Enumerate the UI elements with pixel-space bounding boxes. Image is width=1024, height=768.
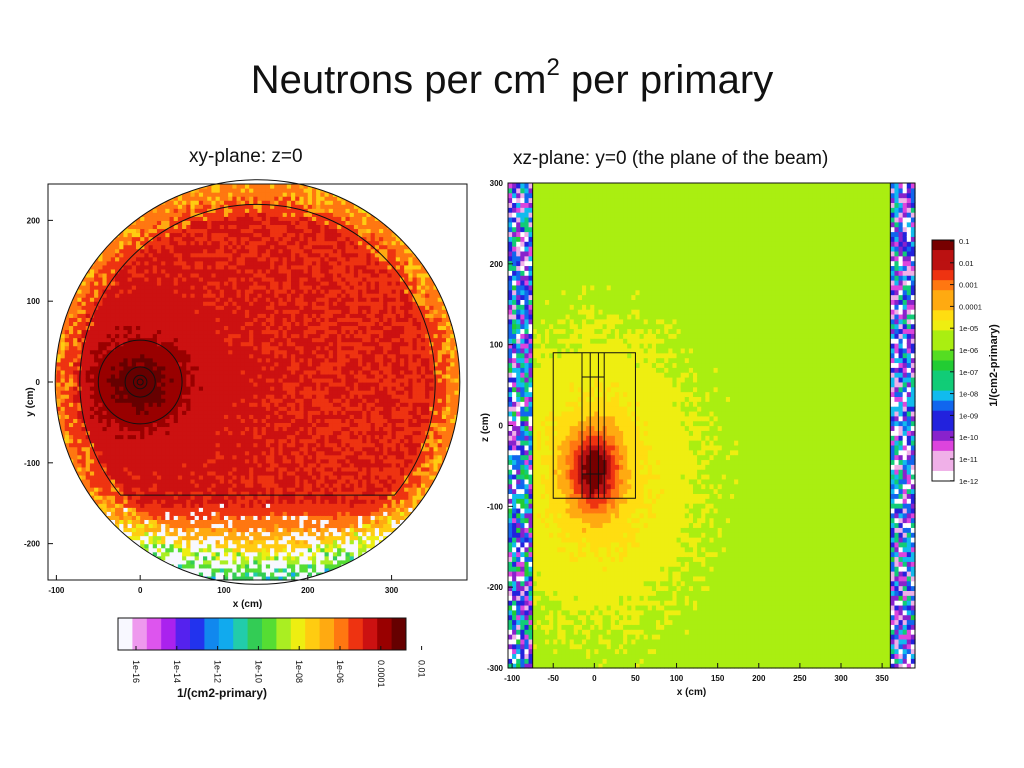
xz-colorbar-tick-label-9: 1e-10 (959, 433, 978, 442)
xz-plane-chart: -100 -50 0 50 100 150 200 250 300 350 -300 -200 -100… (480, 179, 1000, 698)
xz-colorbar-tick-label-6: 1e-07 (959, 368, 978, 377)
xz-colorbar-tick-label-8: 1e-09 (959, 411, 978, 420)
xy-colorbar-tick-label-2: 1e-12 (213, 660, 223, 683)
xz-x-tick-label-2: 0 (592, 674, 597, 683)
xz-y-tick-label-0: -300 (487, 664, 504, 673)
target-circle-2 (132, 374, 148, 390)
slide-title: Neutrons per cm2 per primary (0, 54, 1024, 103)
xz-colorbar-tick-label-7: 1e-08 (959, 390, 978, 399)
target-circle-0 (97, 339, 183, 425)
xy-y-tick-label-4: 200 (27, 216, 41, 225)
xy-colorbar-tick-label-3: 1e-10 (253, 660, 263, 683)
title-superscript: 2 (546, 54, 560, 81)
xy-x-axis-label: x (cm) (233, 599, 262, 610)
xz-colorbar-tick-label-11: 1e-12 (959, 477, 978, 486)
xy-x-tick-label-0: -100 (48, 586, 65, 595)
xy-colorbar-frame (117, 617, 407, 651)
xy-x-tick-label-4: 300 (385, 586, 399, 595)
xz-y-tick-label-4: 100 (490, 341, 504, 350)
xy-colorbar-tick-label-0: 1e-16 (131, 660, 141, 683)
xy-x-tick-label-2: 100 (217, 586, 231, 595)
xz-x-tick-label-6: 200 (752, 674, 766, 683)
xz-y-tick-label-1: -200 (487, 583, 504, 592)
beam-spot (136, 378, 144, 386)
inner-boundary (79, 203, 436, 496)
xz-y-tick-label-2: -100 (487, 502, 504, 511)
xz-x-tick-label-8: 300 (834, 674, 848, 683)
xy-colorbar-tick-label-4: 1e-08 (294, 660, 304, 683)
xz-colorbar-tick-label-1: 0.01 (959, 259, 974, 268)
xy-colorbar-tick-label-7: 0.01 (417, 660, 427, 678)
xz-y-tick-label-3: 0 (499, 422, 504, 431)
target-circle-1 (124, 366, 156, 398)
xz-colorbar (932, 240, 954, 482)
xz-x-tick-label-0: -100 (504, 674, 521, 683)
left-subtitle: xy-plane: z=0 (189, 146, 303, 167)
xy-y-tick-label-3: 100 (27, 297, 41, 306)
xz-colorbar-tick-label-10: 1e-11 (959, 455, 978, 464)
xy-y-tick-label-2: 0 (36, 378, 41, 387)
target-box (552, 352, 636, 499)
xz-x-tick-label-9: 350 (875, 674, 889, 683)
xz-x-tick-label-3: 50 (631, 674, 640, 683)
xz-colorbar-tick-label-3: 0.0001 (959, 302, 982, 311)
xz-x-tick-label-7: 250 (793, 674, 807, 683)
xz-x-tick-label-4: 100 (670, 674, 684, 683)
title-end-text: per primary (559, 58, 774, 102)
xz-heatmap-cells (508, 183, 916, 669)
vessel-outline (54, 179, 461, 585)
xy-y-tick-label-0: -200 (24, 540, 41, 549)
xz-x-tick-label-5: 150 (711, 674, 725, 683)
xy-y-tick-label-1: -100 (24, 459, 41, 468)
xz-x-tick-label-1: -50 (547, 674, 559, 683)
xy-colorbar-tick-label-1: 1e-14 (172, 660, 182, 683)
xz-colorbar-label: 1/(cm2-primary) (988, 324, 1000, 407)
xz-y-tick-label-5: 200 (490, 260, 504, 269)
title-text: Neutrons per cm (250, 58, 547, 102)
xz-colorbar-tick-label-2: 0.001 (959, 281, 978, 290)
xy-x-tick-label-3: 200 (301, 586, 315, 595)
xy-colorbar-tick-label-5: 1e-06 (335, 660, 345, 683)
xz-colorbar-tick-label-4: 1e-05 (959, 324, 978, 333)
xz-colorbar-frame (931, 239, 955, 482)
xz-y-axis-label: z (cm) (480, 413, 491, 442)
xy-colorbar (118, 618, 407, 650)
xy-x-tick-label-1: 0 (138, 586, 143, 595)
xy-colorbar-tick-label-6: 0.0001 (376, 660, 386, 688)
xz-y-tick-label-6: 300 (490, 179, 504, 188)
xz-colorbar-tick-label-0: 0.1 (959, 237, 969, 246)
xz-x-axis-label: x (cm) (677, 687, 706, 698)
right-subtitle: xz-plane: y=0 (the plane of the beam) (513, 148, 829, 169)
xy-colorbar-label: 1/(cm2-primary) (177, 686, 267, 700)
xz-colorbar-tick-label-5: 1e-06 (959, 346, 978, 355)
xy-plane-chart: -100 0 100 200 300 -200 -100 0 100 200 x (cm) y (cm… (24, 179, 468, 700)
xy-y-axis-label: y (cm) (25, 387, 36, 416)
